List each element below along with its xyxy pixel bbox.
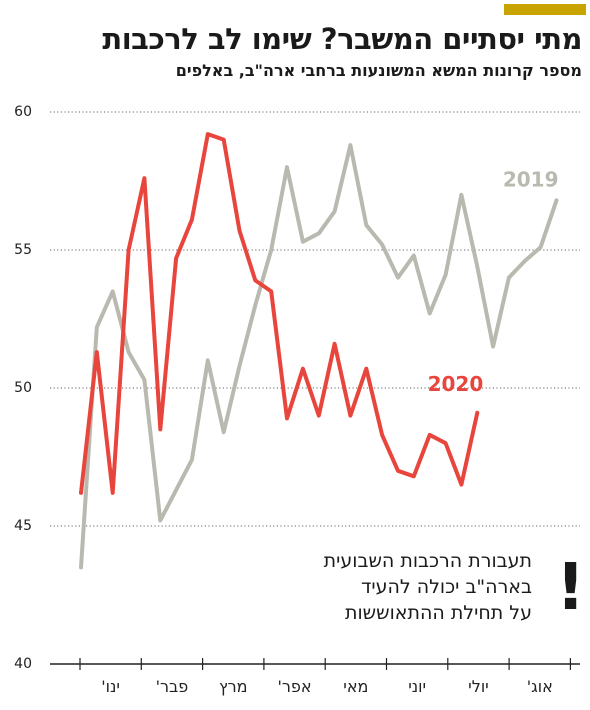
annotation-line: תעבורת הרכבות השבועית	[323, 550, 532, 572]
y-tick-label: 55	[14, 242, 32, 258]
y-tick-label: 60	[14, 104, 32, 120]
x-tick-label: מרץ	[219, 677, 248, 696]
y-tick-label: 40	[14, 656, 32, 672]
series-label: 2019	[503, 167, 559, 191]
annotation-line: על תחילת ההתאוששות	[345, 602, 532, 624]
x-axis: ינו' פבר' מרץ אפר' מאי יוני יולי אוג'	[50, 658, 580, 696]
series-lines	[79, 132, 559, 570]
x-tick-label: יולי	[468, 677, 489, 696]
annotation-line: בארה"ב יכולה להעיד	[360, 576, 532, 598]
series-line-2020	[79, 132, 480, 495]
chart-title: מתי יסתיים המשבר? שימו לב לרכבות	[102, 22, 582, 56]
chart-subtitle: מספר קרונות המשא המשונעות ברחבי ארה"ב, ב…	[175, 61, 582, 80]
y-tick-label: 45	[14, 518, 32, 534]
accent-bar	[504, 4, 586, 15]
y-tick-label: 50	[14, 380, 32, 396]
x-tick-label: אוג'	[527, 677, 553, 696]
exclamation-icon: !	[556, 551, 586, 625]
y-axis: 40 45 50 55 60	[14, 104, 32, 672]
x-tick-label: יוני	[408, 677, 426, 696]
series-label: 2020	[428, 372, 484, 396]
x-tick-label: אפר'	[277, 677, 311, 696]
x-tick-label: פבר'	[156, 677, 189, 696]
series-line-2019	[79, 143, 559, 570]
x-tick-label: ינו'	[101, 677, 120, 696]
series-labels: 2019 2020	[428, 167, 559, 396]
x-tick-label: מאי	[343, 677, 368, 696]
annotation-text: תעבורת הרכבות השבועית בארה"ב יכולה להעיד…	[270, 548, 532, 626]
